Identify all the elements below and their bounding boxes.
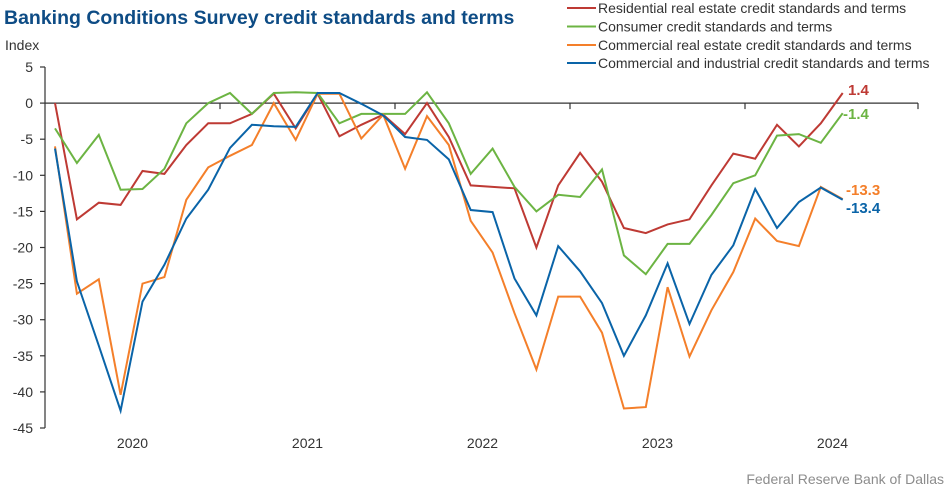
series-line-0 [54, 91, 844, 251]
series-line-2 [54, 92, 844, 410]
y-tick-label: 5 [25, 59, 33, 75]
end-value-label: -13.3 [846, 182, 880, 199]
x-tick-label: 2020 [117, 435, 148, 451]
x-axis: 2020 2021 2022 2023 2024 [45, 102, 919, 451]
y-tick-label: -10 [13, 167, 33, 183]
y-tick-label: 0 [25, 95, 33, 111]
y-tick-label: -5 [21, 131, 34, 147]
x-tick-label: 2022 [467, 435, 498, 451]
x-tick-label: 2024 [817, 435, 848, 451]
y-tick-label: -35 [13, 348, 33, 364]
y-tick-label: -30 [13, 312, 33, 328]
legend-label: Residential real estate credit standards… [598, 0, 906, 16]
y-axis-label: Index [5, 37, 39, 53]
legend-label: Commercial and industrial credit standar… [598, 55, 929, 71]
y-tick-label: -25 [13, 276, 33, 292]
y-tick-label: -40 [13, 384, 33, 400]
end-labels: 1.4 -1.4 -13.3-13.4 [843, 82, 881, 217]
chart-title: Banking Conditions Survey credit standar… [4, 7, 515, 29]
end-value-label: -13.4 [846, 200, 881, 217]
x-tick-label: 2023 [642, 435, 673, 451]
legend-label: Consumer credit standards and terms [598, 19, 832, 35]
legend: Residential real estate credit standards… [567, 0, 929, 71]
end-value-label: -1.4 [843, 106, 870, 123]
series-line-3 [54, 92, 844, 415]
end-value-label: 1.4 [848, 82, 870, 99]
legend-label: Commercial real estate credit standards … [598, 37, 912, 53]
y-tick-label: -15 [13, 203, 33, 219]
x-tick-label: 2021 [292, 435, 323, 451]
series-group [54, 90, 844, 415]
y-tick-label: -45 [13, 420, 33, 436]
source-note: Federal Reserve Bank of Dallas [746, 471, 944, 487]
y-axis: 5 0 -5 -10 -15 -20 -25 -30 -35 -40 -45 [13, 59, 46, 436]
y-tick-label: -20 [13, 240, 33, 256]
